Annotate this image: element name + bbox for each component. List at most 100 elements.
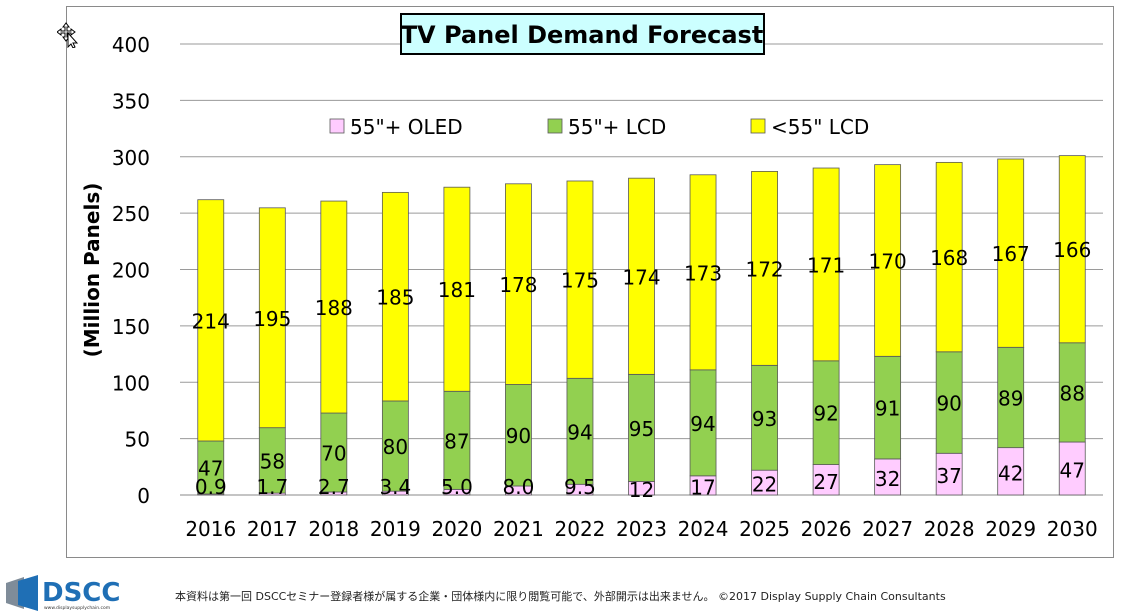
- x-tick-label: 2030: [1047, 517, 1098, 541]
- legend-swatch: [547, 118, 563, 134]
- x-tick-label: 2018: [308, 517, 359, 541]
- bar-segment: [197, 199, 225, 442]
- bar-segment: [751, 171, 778, 366]
- x-tick-label: 2023: [616, 517, 667, 541]
- y-tick-label: 200: [112, 259, 150, 283]
- data-label: 91: [875, 397, 900, 421]
- data-label: 47: [1060, 459, 1085, 483]
- x-axis-ticks: 2016 2017 2018 2019 2020 2021 2022 2023 2024 2025…: [185, 517, 1097, 541]
- y-axis-ticks: 0 50 100 150 200 250 300 350 400: [112, 33, 150, 508]
- x-tick-label: 2017: [247, 517, 298, 541]
- data-label: 170: [869, 249, 907, 273]
- y-tick-label: 350: [112, 89, 150, 113]
- data-label: 70: [321, 441, 346, 465]
- data-label: 93: [752, 407, 777, 431]
- bar-segment: [381, 400, 409, 492]
- logo-subtext: www.displaysupplychain.com: [44, 605, 110, 611]
- y-axis-title: (Million Panels): [80, 183, 104, 358]
- data-label: 37: [936, 464, 961, 488]
- data-label: 171: [807, 253, 845, 277]
- legend-item: 55"+ LCD: [547, 115, 666, 139]
- x-tick-label: 2024: [678, 517, 729, 541]
- bar-segment: [1058, 342, 1086, 443]
- x-tick-label: 2020: [431, 517, 482, 541]
- data-label: 42: [998, 461, 1023, 485]
- data-label: 87: [444, 429, 469, 453]
- y-tick-label: 50: [125, 428, 150, 452]
- data-label: 173: [684, 261, 722, 285]
- bar-segment: [1058, 441, 1086, 496]
- chart-title: TV Panel Demand Forecast: [401, 21, 764, 49]
- data-label: 12: [629, 478, 654, 502]
- legend-item: 55"+ OLED: [329, 115, 463, 139]
- data-label: 8.0: [503, 475, 535, 499]
- bar-segment: [751, 364, 778, 471]
- bar-segment: [874, 355, 902, 460]
- data-label: 174: [622, 265, 660, 289]
- bar-segment: [505, 183, 532, 385]
- y-tick-label: 150: [112, 315, 150, 339]
- bar-segment: [505, 384, 532, 487]
- data-label: 188: [315, 296, 353, 320]
- data-label: 32: [875, 467, 900, 491]
- data-label: 175: [561, 269, 599, 293]
- data-label: 94: [567, 420, 592, 444]
- x-tick-label: 2022: [555, 517, 606, 541]
- bar-segment: [197, 440, 225, 495]
- bar-segment: [320, 412, 348, 493]
- data-label: 214: [192, 309, 230, 333]
- bar-segment: [689, 369, 717, 477]
- x-tick-label: 2016: [185, 517, 236, 541]
- bar-segment: [935, 452, 963, 496]
- bars: [197, 155, 1086, 496]
- bar-segment: [689, 174, 717, 371]
- data-label: 95: [629, 417, 654, 441]
- x-tick-label: 2028: [924, 517, 975, 541]
- data-label: 172: [745, 257, 783, 281]
- bar-segment: [997, 447, 1025, 496]
- data-label: 88: [1060, 381, 1085, 405]
- data-label: 90: [936, 392, 961, 416]
- bar-segment: [997, 158, 1025, 348]
- data-label: 90: [506, 424, 531, 448]
- data-label: 2.7: [318, 475, 350, 499]
- footer-note: 本資料は第一回 DSCCセミナー登録者様が属する企業・団体様内に限り閲覧可能で、…: [175, 590, 946, 603]
- x-tick-label: 2026: [801, 517, 852, 541]
- x-tick-label: 2027: [862, 517, 913, 541]
- bar-segment: [935, 351, 963, 454]
- y-tick-label: 300: [112, 146, 150, 170]
- data-label: 1.7: [256, 475, 288, 499]
- data-label: 181: [438, 278, 476, 302]
- data-label: 9.5: [564, 475, 596, 499]
- bar-segment: [1058, 155, 1086, 344]
- x-tick-label: 2029: [985, 517, 1036, 541]
- x-tick-label: 2025: [739, 517, 790, 541]
- legend-label: 55"+ LCD: [568, 115, 666, 139]
- bar-segment: [566, 377, 594, 485]
- y-tick-label: 0: [137, 484, 150, 508]
- data-labels: 0.9472141.7581952.7701883.4801855.087181…: [192, 238, 1092, 502]
- y-tick-label: 100: [112, 371, 150, 395]
- bar-segment: [874, 458, 902, 496]
- data-label: 166: [1053, 238, 1091, 262]
- data-label: 27: [813, 470, 838, 494]
- move-cursor-icon: [57, 22, 79, 48]
- data-label: 89: [998, 386, 1023, 410]
- y-tick-label: 250: [112, 202, 150, 226]
- legend-label: <55" LCD: [771, 115, 869, 139]
- data-label: 0.9: [195, 475, 227, 499]
- bar-segment: [812, 360, 840, 465]
- chart-title-box: TV Panel Demand Forecast: [400, 13, 765, 55]
- bar-segment: [566, 180, 594, 379]
- data-label: 17: [690, 475, 715, 499]
- bar-segment: [874, 164, 902, 357]
- legend-label: 55"+ OLED: [350, 115, 463, 139]
- bar-segment: [443, 390, 471, 490]
- legend-item: <55" LCD: [750, 115, 869, 139]
- data-label: 80: [383, 435, 408, 459]
- data-label: 5.0: [441, 475, 473, 499]
- bar-segment: [812, 167, 840, 362]
- bar-segment: [628, 177, 655, 375]
- data-label: 178: [499, 273, 537, 297]
